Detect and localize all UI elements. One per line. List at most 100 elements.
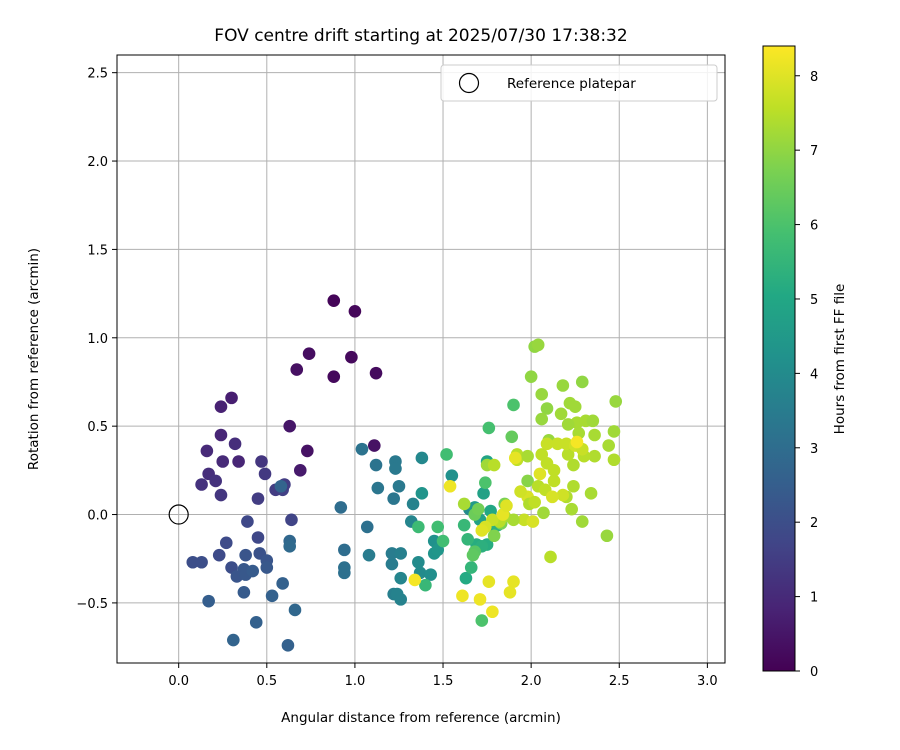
x-axis-label: Angular distance from reference (arcmin) bbox=[281, 710, 561, 726]
data-point bbox=[608, 425, 621, 438]
data-point bbox=[201, 445, 214, 458]
x-tick-label: 0.0 bbox=[168, 674, 189, 689]
y-tick-label: 0.0 bbox=[87, 509, 108, 524]
data-point bbox=[412, 521, 425, 534]
data-point bbox=[569, 400, 582, 413]
data-point bbox=[303, 347, 316, 360]
data-point bbox=[528, 496, 541, 509]
data-point bbox=[548, 475, 561, 488]
data-point bbox=[483, 422, 496, 435]
data-point bbox=[476, 524, 489, 537]
data-point bbox=[467, 549, 480, 562]
y-tick-label: 1.0 bbox=[87, 332, 108, 347]
data-point bbox=[338, 544, 351, 557]
data-point bbox=[394, 572, 407, 585]
data-point bbox=[514, 485, 527, 498]
data-point bbox=[301, 445, 314, 458]
y-tick-label: 2.0 bbox=[87, 155, 108, 170]
x-tick-label: 3.0 bbox=[697, 674, 718, 689]
data-point bbox=[409, 574, 422, 587]
data-point bbox=[412, 556, 425, 569]
data-point bbox=[275, 480, 288, 493]
data-point bbox=[535, 413, 548, 426]
data-point bbox=[458, 498, 471, 511]
data-point bbox=[576, 515, 589, 528]
colorbar-label: Hours from first FF file bbox=[832, 284, 848, 435]
colorbar-tick-label: 0 bbox=[810, 665, 818, 680]
data-point bbox=[444, 480, 457, 493]
data-point bbox=[215, 489, 228, 502]
data-point bbox=[534, 468, 547, 481]
data-point bbox=[289, 604, 302, 617]
data-point bbox=[338, 567, 351, 580]
legend-label: Reference platepar bbox=[507, 76, 636, 92]
data-point bbox=[588, 429, 601, 442]
data-point bbox=[389, 462, 402, 475]
data-point bbox=[227, 634, 240, 647]
data-point bbox=[215, 429, 228, 442]
data-point bbox=[504, 586, 517, 599]
data-point bbox=[220, 537, 233, 550]
data-point bbox=[195, 556, 208, 569]
data-point bbox=[486, 605, 499, 618]
data-point bbox=[290, 363, 303, 376]
data-point bbox=[259, 468, 272, 481]
data-point bbox=[255, 455, 268, 468]
colorbar-tick-label: 5 bbox=[810, 293, 818, 308]
data-point bbox=[294, 464, 307, 477]
data-point bbox=[555, 407, 568, 420]
data-point bbox=[562, 418, 575, 431]
data-point bbox=[505, 430, 518, 443]
data-point bbox=[585, 487, 598, 500]
data-point bbox=[609, 395, 622, 408]
data-point bbox=[576, 376, 589, 389]
data-point bbox=[393, 480, 406, 493]
data-point bbox=[215, 400, 228, 413]
colorbar-tick-label: 7 bbox=[810, 144, 818, 159]
data-point bbox=[458, 519, 471, 532]
data-point bbox=[571, 436, 584, 449]
colorbar-tick-label: 3 bbox=[810, 442, 818, 457]
y-tick-label: −0.5 bbox=[76, 597, 108, 612]
data-point bbox=[250, 616, 263, 629]
data-point bbox=[507, 399, 520, 412]
data-point bbox=[608, 453, 621, 466]
data-point bbox=[372, 482, 385, 495]
y-axis-label: Rotation from reference (arcmin) bbox=[26, 248, 42, 470]
colorbar-tick-label: 6 bbox=[810, 219, 818, 234]
data-point bbox=[195, 478, 208, 491]
data-point bbox=[527, 515, 540, 528]
data-point bbox=[349, 305, 362, 318]
data-point bbox=[565, 503, 578, 516]
data-point bbox=[370, 459, 383, 472]
x-tick-label: 2.0 bbox=[521, 674, 542, 689]
data-point bbox=[483, 575, 496, 588]
data-point bbox=[363, 549, 376, 562]
data-point bbox=[456, 590, 469, 603]
data-point bbox=[474, 593, 487, 606]
colorbar-gradient bbox=[763, 46, 795, 671]
data-point bbox=[488, 459, 501, 472]
data-point bbox=[525, 370, 538, 383]
data-point bbox=[387, 492, 400, 505]
data-point bbox=[238, 586, 251, 599]
data-point bbox=[472, 503, 485, 516]
data-point bbox=[465, 561, 478, 574]
data-point bbox=[557, 489, 570, 502]
data-point bbox=[601, 529, 614, 542]
data-point bbox=[431, 521, 444, 534]
colorbar-tick-label: 4 bbox=[810, 367, 818, 382]
legend: Reference platepar bbox=[441, 65, 717, 101]
x-tick-label: 1.5 bbox=[433, 674, 454, 689]
colorbar-tick-label: 8 bbox=[810, 70, 818, 85]
data-point bbox=[327, 294, 340, 307]
x-tick-label: 2.5 bbox=[609, 674, 630, 689]
data-point bbox=[509, 452, 522, 465]
colorbar-tick-label: 2 bbox=[810, 516, 818, 531]
data-point bbox=[587, 415, 600, 428]
data-point bbox=[283, 540, 296, 553]
data-point bbox=[202, 595, 215, 608]
data-point bbox=[546, 491, 559, 504]
data-point bbox=[260, 561, 273, 574]
colorbar-tick-label: 1 bbox=[810, 591, 818, 606]
